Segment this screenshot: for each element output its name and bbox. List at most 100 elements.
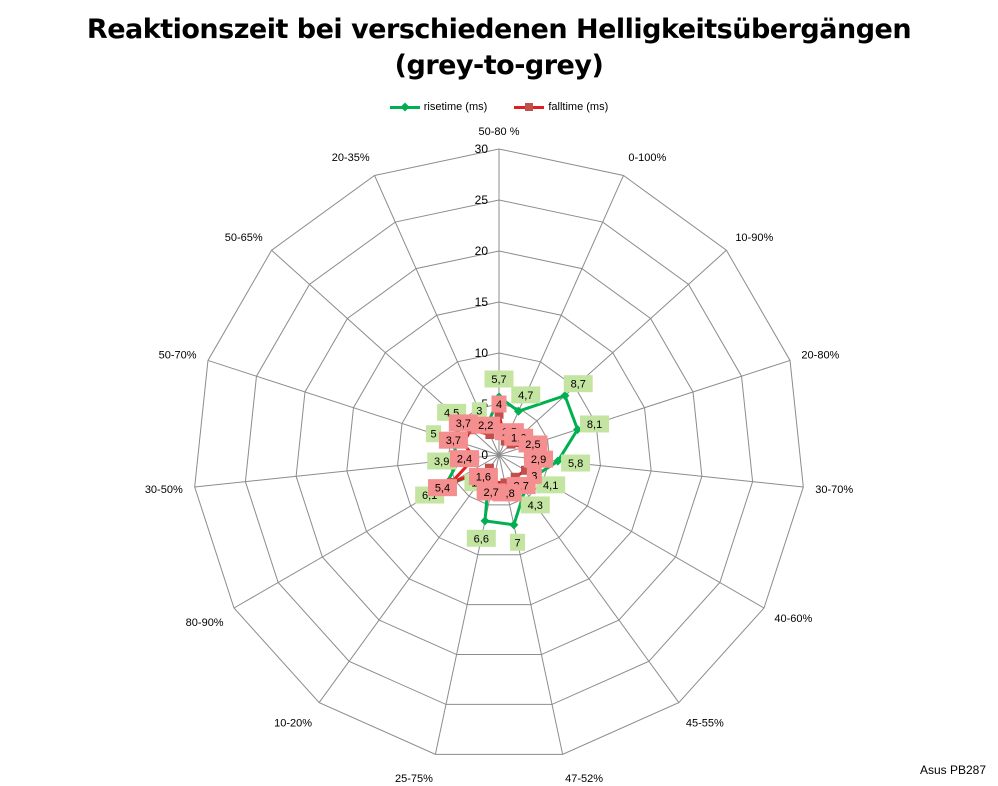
data-label-text: 3 [476,406,482,418]
data-label-text: 4,1 [543,480,558,492]
data-point [513,406,523,416]
data-label: 5,7 [484,370,514,388]
category-label: 50-80 % [479,126,520,138]
category-label: 10-90% [735,232,773,244]
data-label: 2,4 [450,450,480,468]
data-label-text: 5 [430,429,436,441]
grid-spoke [498,249,727,456]
grid-ring [295,250,703,656]
data-label: 8,7 [563,375,593,393]
data-label-text: 3,7 [456,418,471,430]
data-point [560,391,570,401]
category-label: 45-55% [686,718,724,730]
data-label-text: 2,9 [531,454,546,466]
data-label: 3,7 [438,431,468,449]
legend-swatch-falltime [514,102,545,112]
data-label-text: 2,5 [525,439,540,451]
chart-title: Reaktionszeit bei verschiedenen Helligke… [0,12,998,84]
legend-item-risetime: risetime (ms) [389,101,487,113]
data-label-text: 4,3 [528,500,543,512]
radial-tick-label: 15 [475,295,489,309]
data-label: 8,1 [580,415,610,433]
category-label: 80-90% [186,617,224,629]
grid-ring [346,301,652,606]
data-label-bg [427,452,457,470]
grid-ring [244,199,754,705]
data-label-text: 3,7 [446,435,461,447]
data-label-bg [484,370,514,388]
data-label-text: 8,1 [587,419,602,431]
data-label: 2,5 [518,435,548,453]
data-point [485,430,495,440]
legend-item-falltime: falltime (ms) [514,101,608,113]
data-label-text: 7 [514,537,520,549]
data-label: 5,8 [561,454,591,472]
data-label-text: 5,7 [491,374,506,386]
data-label-bg [491,395,507,413]
data-label-bg [468,467,498,485]
chart-legend: risetime (ms) falltime (ms) [0,101,998,115]
grid-spoke [434,454,500,755]
data-label-bg [520,496,550,514]
data-label-text: 4,7 [518,390,533,402]
data-label-bg [471,416,501,434]
grid-spoke [498,454,564,755]
data-label: 5,4 [427,479,457,497]
category-label: 47-52% [565,773,603,785]
data-label: 4 [491,395,507,413]
grid-ring [397,352,601,556]
data-label-bg [561,454,591,472]
radial-tick-label: 25 [475,193,489,207]
data-label-bg [518,435,548,453]
data-label-bg [524,450,554,468]
radar-grid [194,148,804,755]
category-label: 50-65% [225,232,263,244]
data-label: 7 [510,533,526,551]
category-label: 10-20% [274,718,312,730]
data-label-bg [466,529,496,547]
grid-ring [194,148,804,755]
data-label-bg [510,533,526,551]
data-label-bg [450,450,480,468]
chart-title-line-2: (grey-to-grey) [394,50,604,81]
footer-caption: Asus PB287 [919,763,986,777]
category-label: 50-70% [159,349,197,361]
data-label: 5 [426,425,442,443]
data-label: 3,9 [427,452,457,470]
grid-spoke [318,454,500,703]
data-label-text: 2,7 [484,487,499,499]
data-label-bg [427,479,457,497]
chart-title-line-1: Reaktionszeit bei verschiedenen Helligke… [86,14,912,45]
radial-tick-label: 0 [481,448,488,462]
data-label-text: 3,9 [434,456,449,468]
category-label: 20-80% [801,349,839,361]
data-label-text: 2,4 [457,454,472,466]
data-point [509,520,519,530]
data-point [494,409,504,419]
data-label-bg [476,483,506,501]
data-label-text: 4 [496,399,502,411]
data-label-bg [426,425,442,443]
data-label-bg [580,415,610,433]
data-label-bg [536,476,566,494]
category-label: 25-75% [395,773,433,785]
data-label: 2,7 [476,483,506,501]
data-label-bg [438,431,468,449]
category-label: 0-100% [628,152,666,164]
data-label-text: 5,8 [568,458,583,470]
data-label-bg [448,414,478,432]
data-point [500,478,510,488]
data-label: 3,7 [448,414,478,432]
data-label: 4,7 [511,386,541,404]
data-point [521,465,531,475]
data-label: 6,6 [466,529,496,547]
data-label-bg [563,375,593,393]
data-point [553,456,563,466]
category-label: 40-60% [774,613,812,625]
data-label-text: 3 [531,470,537,482]
data-label-bg [511,386,541,404]
radial-tick-label: 10 [475,346,489,360]
data-label: 2,2 [471,416,501,434]
data-label: 2,9 [524,450,554,468]
